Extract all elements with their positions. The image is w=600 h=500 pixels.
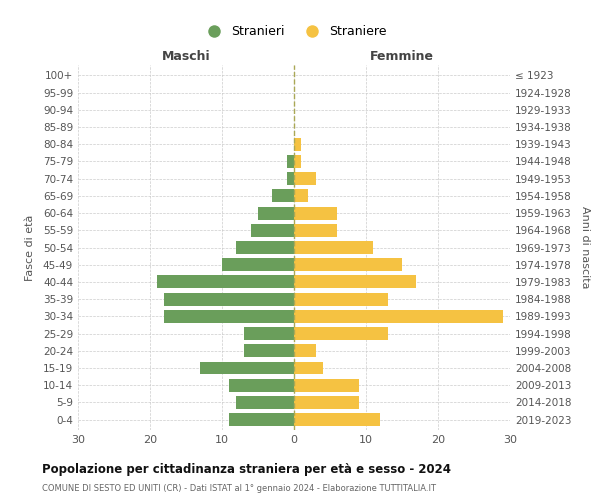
- Bar: [294, 241, 373, 254]
- Text: Popolazione per cittadinanza straniera per età e sesso - 2024: Popolazione per cittadinanza straniera p…: [42, 462, 451, 475]
- Bar: [294, 155, 301, 168]
- Bar: [294, 396, 359, 409]
- Legend: Stranieri, Straniere: Stranieri, Straniere: [196, 20, 392, 43]
- Bar: [236, 396, 294, 409]
- Bar: [294, 138, 301, 150]
- Bar: [294, 172, 316, 185]
- Text: Femmine: Femmine: [370, 50, 434, 64]
- Text: Maschi: Maschi: [161, 50, 211, 64]
- Bar: [200, 362, 294, 374]
- Bar: [229, 379, 294, 392]
- Bar: [294, 413, 380, 426]
- Bar: [294, 258, 402, 271]
- Bar: [287, 172, 294, 185]
- Bar: [287, 155, 294, 168]
- Bar: [272, 190, 294, 202]
- Y-axis label: Fasce di età: Fasce di età: [25, 214, 35, 280]
- Bar: [236, 241, 294, 254]
- Bar: [294, 190, 308, 202]
- Bar: [294, 224, 337, 236]
- Y-axis label: Anni di nascita: Anni di nascita: [580, 206, 590, 289]
- Bar: [244, 327, 294, 340]
- Bar: [294, 206, 337, 220]
- Bar: [294, 362, 323, 374]
- Bar: [222, 258, 294, 271]
- Bar: [294, 310, 503, 323]
- Bar: [294, 292, 388, 306]
- Bar: [294, 344, 316, 358]
- Bar: [294, 276, 416, 288]
- Bar: [294, 379, 359, 392]
- Bar: [251, 224, 294, 236]
- Bar: [229, 413, 294, 426]
- Bar: [164, 292, 294, 306]
- Bar: [157, 276, 294, 288]
- Text: COMUNE DI SESTO ED UNITI (CR) - Dati ISTAT al 1° gennaio 2024 - Elaborazione TUT: COMUNE DI SESTO ED UNITI (CR) - Dati IST…: [42, 484, 436, 493]
- Bar: [164, 310, 294, 323]
- Bar: [258, 206, 294, 220]
- Bar: [294, 327, 388, 340]
- Bar: [244, 344, 294, 358]
